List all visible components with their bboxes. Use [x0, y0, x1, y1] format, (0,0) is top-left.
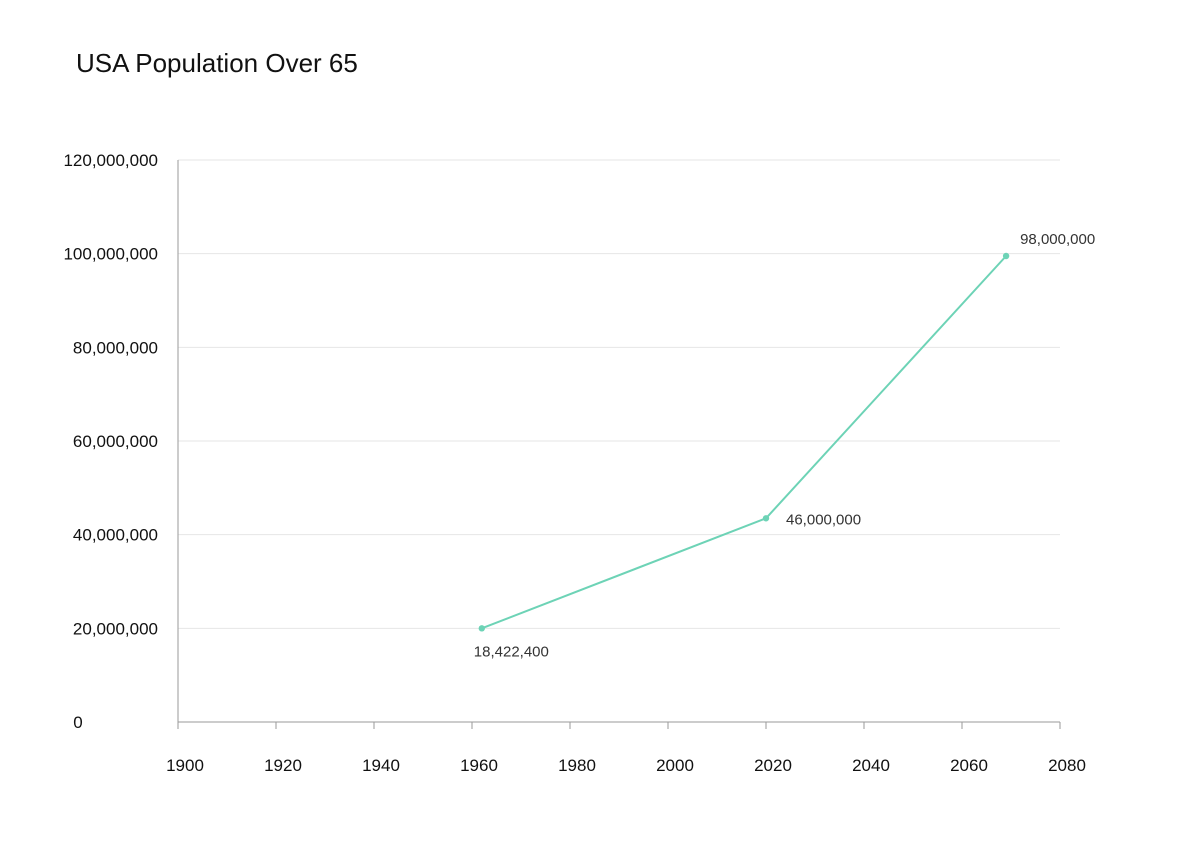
- data-label: 18,422,400: [474, 643, 549, 660]
- x-tick-label: 1940: [362, 756, 400, 775]
- y-tick-label: 20,000,000: [73, 619, 158, 638]
- data-point: [1002, 252, 1010, 260]
- x-tick-label: 2040: [852, 756, 890, 775]
- gridlines: [178, 159, 1060, 629]
- data-labels: 18,422,400 46,000,000 98,000,000: [474, 231, 1095, 660]
- data-label: 46,000,000: [786, 511, 861, 528]
- data-point: [478, 625, 485, 632]
- x-tick-label: 2000: [656, 756, 694, 775]
- y-tick-label: 60,000,000: [73, 432, 158, 451]
- x-tick-label: 2080: [1048, 756, 1086, 775]
- chart-title: USA Population Over 65: [76, 48, 358, 78]
- data-label: 98,000,000: [1020, 231, 1095, 248]
- x-tick-label: 1920: [264, 756, 302, 775]
- y-tick-label: 80,000,000: [73, 338, 158, 357]
- y-axis-tick-labels: 0 20,000,000 40,000,000 60,000,000 80,000,00…: [63, 151, 158, 732]
- data-point: [762, 515, 770, 522]
- y-tick-label: 100,000,000: [63, 245, 158, 264]
- y-tick-label: 0: [73, 713, 82, 732]
- x-tick-label: 2020: [754, 756, 792, 775]
- y-tick-label: 40,000,000: [73, 526, 158, 545]
- x-axis-tick-labels: 1900 1920 1940 1960 1980 2000 2020 2040 2060 2080: [166, 756, 1086, 775]
- x-tick-label: 1980: [558, 756, 596, 775]
- axes: [177, 160, 1061, 729]
- x-tick-label: 1900: [166, 756, 204, 775]
- x-tick-label: 1960: [460, 756, 498, 775]
- x-tick-label: 2060: [950, 756, 988, 775]
- y-tick-label: 120,000,000: [63, 151, 158, 170]
- series-line-path: [481, 255, 1007, 630]
- series-line: [478, 252, 1010, 632]
